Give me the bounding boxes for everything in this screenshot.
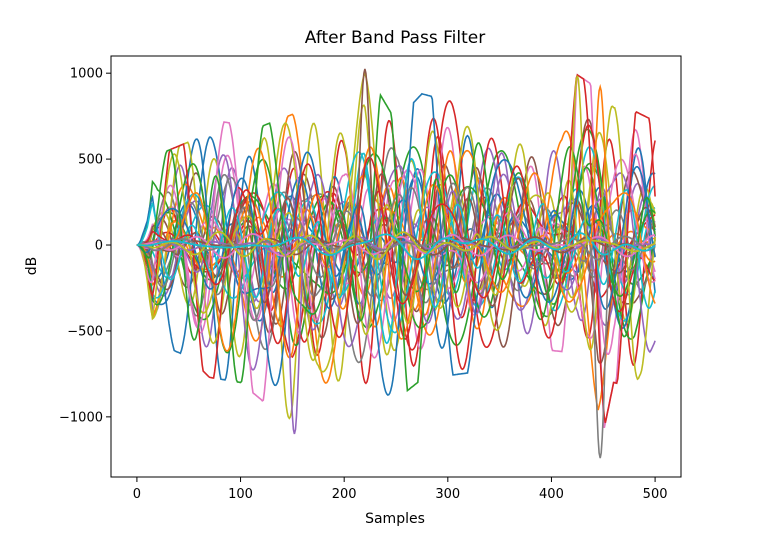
x-tick-label: 300: [435, 487, 460, 502]
series-peak: [283, 244, 306, 435]
x-axis-ticks: 0 100 200 300 400 500: [133, 477, 668, 502]
x-tick-label: 100: [228, 487, 253, 502]
series-peak: [589, 244, 612, 459]
x-tick-label: 200: [332, 487, 357, 502]
y-tick-label: 0: [95, 239, 103, 254]
y-axis-label: dB: [24, 257, 40, 276]
series-peak: [589, 83, 612, 246]
y-axis-ticks: −1000 −500 0 500 1000: [59, 67, 111, 425]
chart-title: After Band Pass Filter: [305, 28, 485, 48]
series-peak: [566, 75, 589, 246]
x-tick-label: 0: [133, 487, 141, 502]
y-tick-label: 500: [78, 153, 103, 168]
x-axis-label: Samples: [365, 511, 425, 527]
series-line: [136, 73, 656, 423]
series-line: [136, 232, 656, 261]
series-line: [136, 146, 656, 359]
y-tick-label: 1000: [70, 67, 103, 82]
series-line: [136, 231, 656, 261]
series-line: [136, 154, 656, 371]
plot-frame: [110, 55, 682, 478]
series-peak: [353, 68, 377, 246]
series-line: [136, 92, 656, 393]
x-tick-label: 400: [539, 487, 564, 502]
x-tick-label: 500: [643, 487, 668, 502]
series-line: [136, 152, 656, 345]
series-lines: [136, 68, 656, 459]
y-tick-label: −500: [67, 324, 103, 339]
y-tick-label: −1000: [59, 410, 103, 425]
